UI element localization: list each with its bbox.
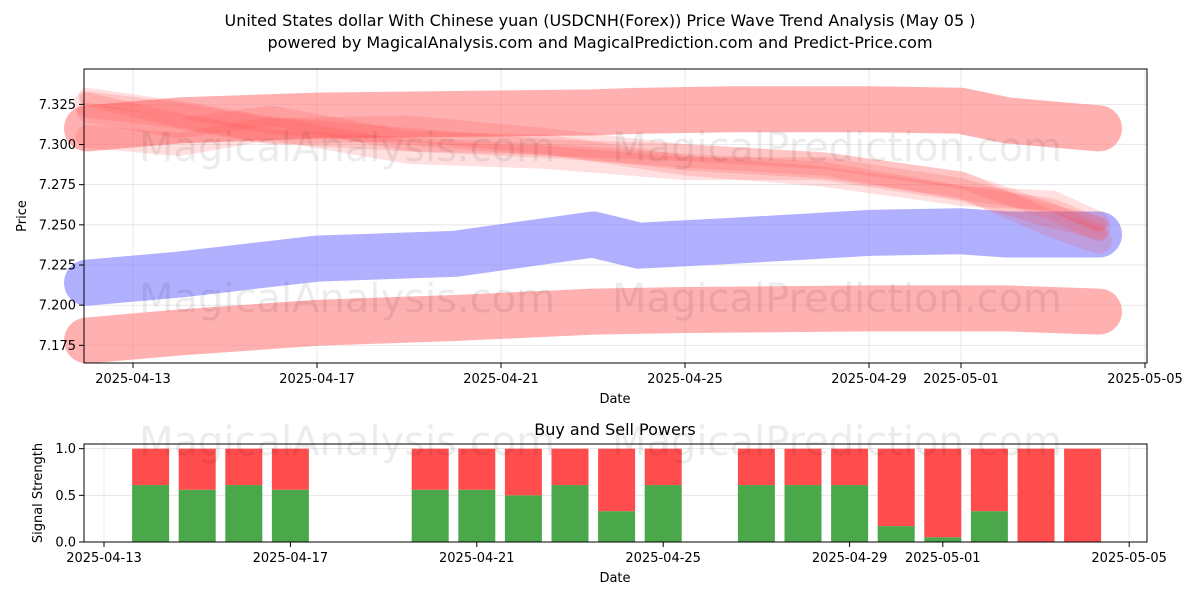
price-y-tick-label: 7.225 [39, 259, 76, 274]
sell-power-bar [784, 448, 822, 486]
signal-x-tick-label: 2025-05-01 [905, 551, 981, 566]
signal-plot-frame [83, 443, 1148, 543]
wave-line [78, 87, 1108, 242]
signal-x-tick-label: 2025-04-17 [253, 551, 329, 566]
signal-x-axis-label: Date [599, 571, 630, 586]
price-y-tick-label: 7.200 [39, 299, 76, 314]
watermark-right-top: MagicalPrediction.com [612, 125, 1062, 171]
price-panel: MagicalAnalysis.com MagicalPrediction.co… [15, 68, 1183, 407]
sell-power-bar [504, 448, 542, 496]
watermark-right-mid: MagicalPrediction.com [612, 276, 1062, 322]
buy-power-bar [737, 485, 775, 542]
buy-power-bar [784, 485, 822, 542]
sell-power-bar [271, 448, 309, 490]
sell-power-bar [551, 448, 589, 486]
price-y-axis-label: Price [15, 200, 30, 232]
price-bands [64, 86, 1122, 364]
buy-power-bar [598, 511, 636, 542]
price-x-tick-label: 2025-04-25 [647, 372, 723, 387]
sell-power-bar [737, 448, 775, 486]
price-y-tick-label: 7.300 [39, 138, 76, 153]
sell-power-bar [1017, 448, 1055, 542]
wave-line [74, 91, 1112, 254]
sell-power-bar [924, 448, 962, 538]
wave-line [77, 102, 1109, 232]
price-y-tick-label: 7.275 [39, 178, 76, 193]
price-y-ticks: 7.175 7.200 7.225 7.250 7.275 7.300 7.325 [39, 98, 84, 354]
sell-power-bar [831, 448, 869, 486]
sell-power-bar [225, 448, 263, 486]
wave-line [80, 92, 1106, 232]
chart-title-line2: powered by MagicalAnalysis.com and Magic… [267, 33, 932, 52]
buy-power-bar [551, 485, 589, 542]
signal-x-tick-label: 2025-04-29 [812, 551, 888, 566]
signal-x-tick-label: 2025-04-25 [625, 551, 701, 566]
price-waves [74, 87, 1112, 254]
price-y-tick-label: 7.175 [39, 339, 76, 354]
sell-power-bar [178, 448, 216, 490]
watermark-right-bottom: MagicalPrediction.com [612, 419, 1062, 465]
price-x-tick-label: 2025-05-01 [923, 372, 999, 387]
wave-line [75, 116, 1111, 240]
signal-x-ticks: 2025-04-13 2025-04-17 2025-04-21 2025-04-25… [66, 542, 1167, 566]
buy-power-bar [411, 489, 449, 542]
price-x-tick-label: 2025-04-21 [463, 372, 539, 387]
buy-power-bar [504, 495, 542, 542]
price-x-tick-label: 2025-04-29 [831, 372, 907, 387]
buy-power-bar [970, 511, 1008, 542]
price-x-ticks: 2025-04-13 2025-04-17 2025-04-21 2025-04-25… [95, 363, 1183, 387]
watermark-left-bottom: MagicalAnalysis.com [139, 419, 555, 465]
price-x-tick-label: 2025-04-17 [279, 372, 355, 387]
signal-x-tick-label: 2025-05-05 [1091, 551, 1167, 566]
buy-power-bar [644, 485, 682, 542]
sell-power-bar [970, 448, 1008, 512]
sell-power-bar [1064, 448, 1102, 542]
sell-power-bar [598, 448, 636, 512]
center-band [64, 208, 1122, 306]
sell-power-bar [877, 448, 915, 527]
buy-power-bar [271, 489, 309, 542]
price-x-tick-label: 2025-05-05 [1107, 372, 1183, 387]
sell-power-bar [458, 448, 496, 490]
lower-band [64, 285, 1122, 364]
watermark-left-top: MagicalAnalysis.com [139, 125, 555, 171]
signal-y-ticks: 0.0 0.5 1.0 [55, 442, 84, 551]
price-x-tick-label: 2025-04-13 [95, 372, 171, 387]
sell-power-bar [644, 448, 682, 486]
signal-x-tick-label: 2025-04-13 [66, 551, 142, 566]
watermark-left-mid: MagicalAnalysis.com [139, 276, 555, 322]
price-plot-frame [83, 68, 1148, 364]
signal-panel-title: Buy and Sell Powers [534, 420, 696, 439]
buy-power-bar [225, 485, 263, 542]
buy-power-bar [458, 489, 496, 542]
chart-title-line1: United States dollar With Chinese yuan (… [225, 11, 976, 30]
buy-power-bar [924, 537, 962, 542]
signal-y-tick-label: 0.5 [55, 489, 76, 504]
buy-power-bar [178, 489, 216, 542]
signal-bars [132, 448, 1102, 542]
sell-power-bar [132, 448, 170, 486]
buy-power-bar [132, 485, 170, 542]
signal-y-tick-label: 1.0 [55, 442, 76, 457]
sell-power-bar [411, 448, 449, 490]
upper-band [64, 86, 1122, 152]
signal-y-axis-label: Signal Strength [31, 443, 46, 543]
signal-y-tick-label: 0.0 [55, 536, 76, 551]
signal-panel: Buy and Sell Powers MagicalAnalysis.com … [31, 419, 1167, 586]
signal-x-tick-label: 2025-04-21 [439, 551, 515, 566]
price-y-tick-label: 7.250 [39, 218, 76, 233]
buy-power-bar [831, 485, 869, 542]
price-x-axis-label: Date [599, 392, 630, 407]
price-y-tick-label: 7.325 [39, 98, 76, 113]
buy-power-bar [877, 526, 915, 542]
